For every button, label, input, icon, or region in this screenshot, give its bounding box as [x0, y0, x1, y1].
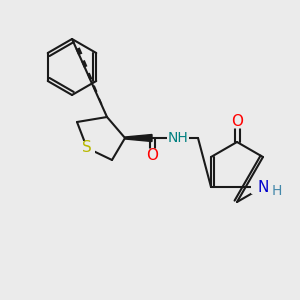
- FancyBboxPatch shape: [79, 141, 95, 155]
- Text: H: H: [272, 184, 282, 198]
- Polygon shape: [125, 134, 152, 142]
- FancyBboxPatch shape: [145, 148, 160, 161]
- Text: NH: NH: [168, 131, 188, 145]
- Text: N: N: [257, 179, 269, 194]
- FancyBboxPatch shape: [230, 116, 244, 128]
- FancyBboxPatch shape: [251, 180, 275, 194]
- Text: O: O: [231, 115, 243, 130]
- Text: S: S: [82, 140, 92, 155]
- FancyBboxPatch shape: [167, 131, 189, 145]
- Text: O: O: [146, 148, 158, 163]
